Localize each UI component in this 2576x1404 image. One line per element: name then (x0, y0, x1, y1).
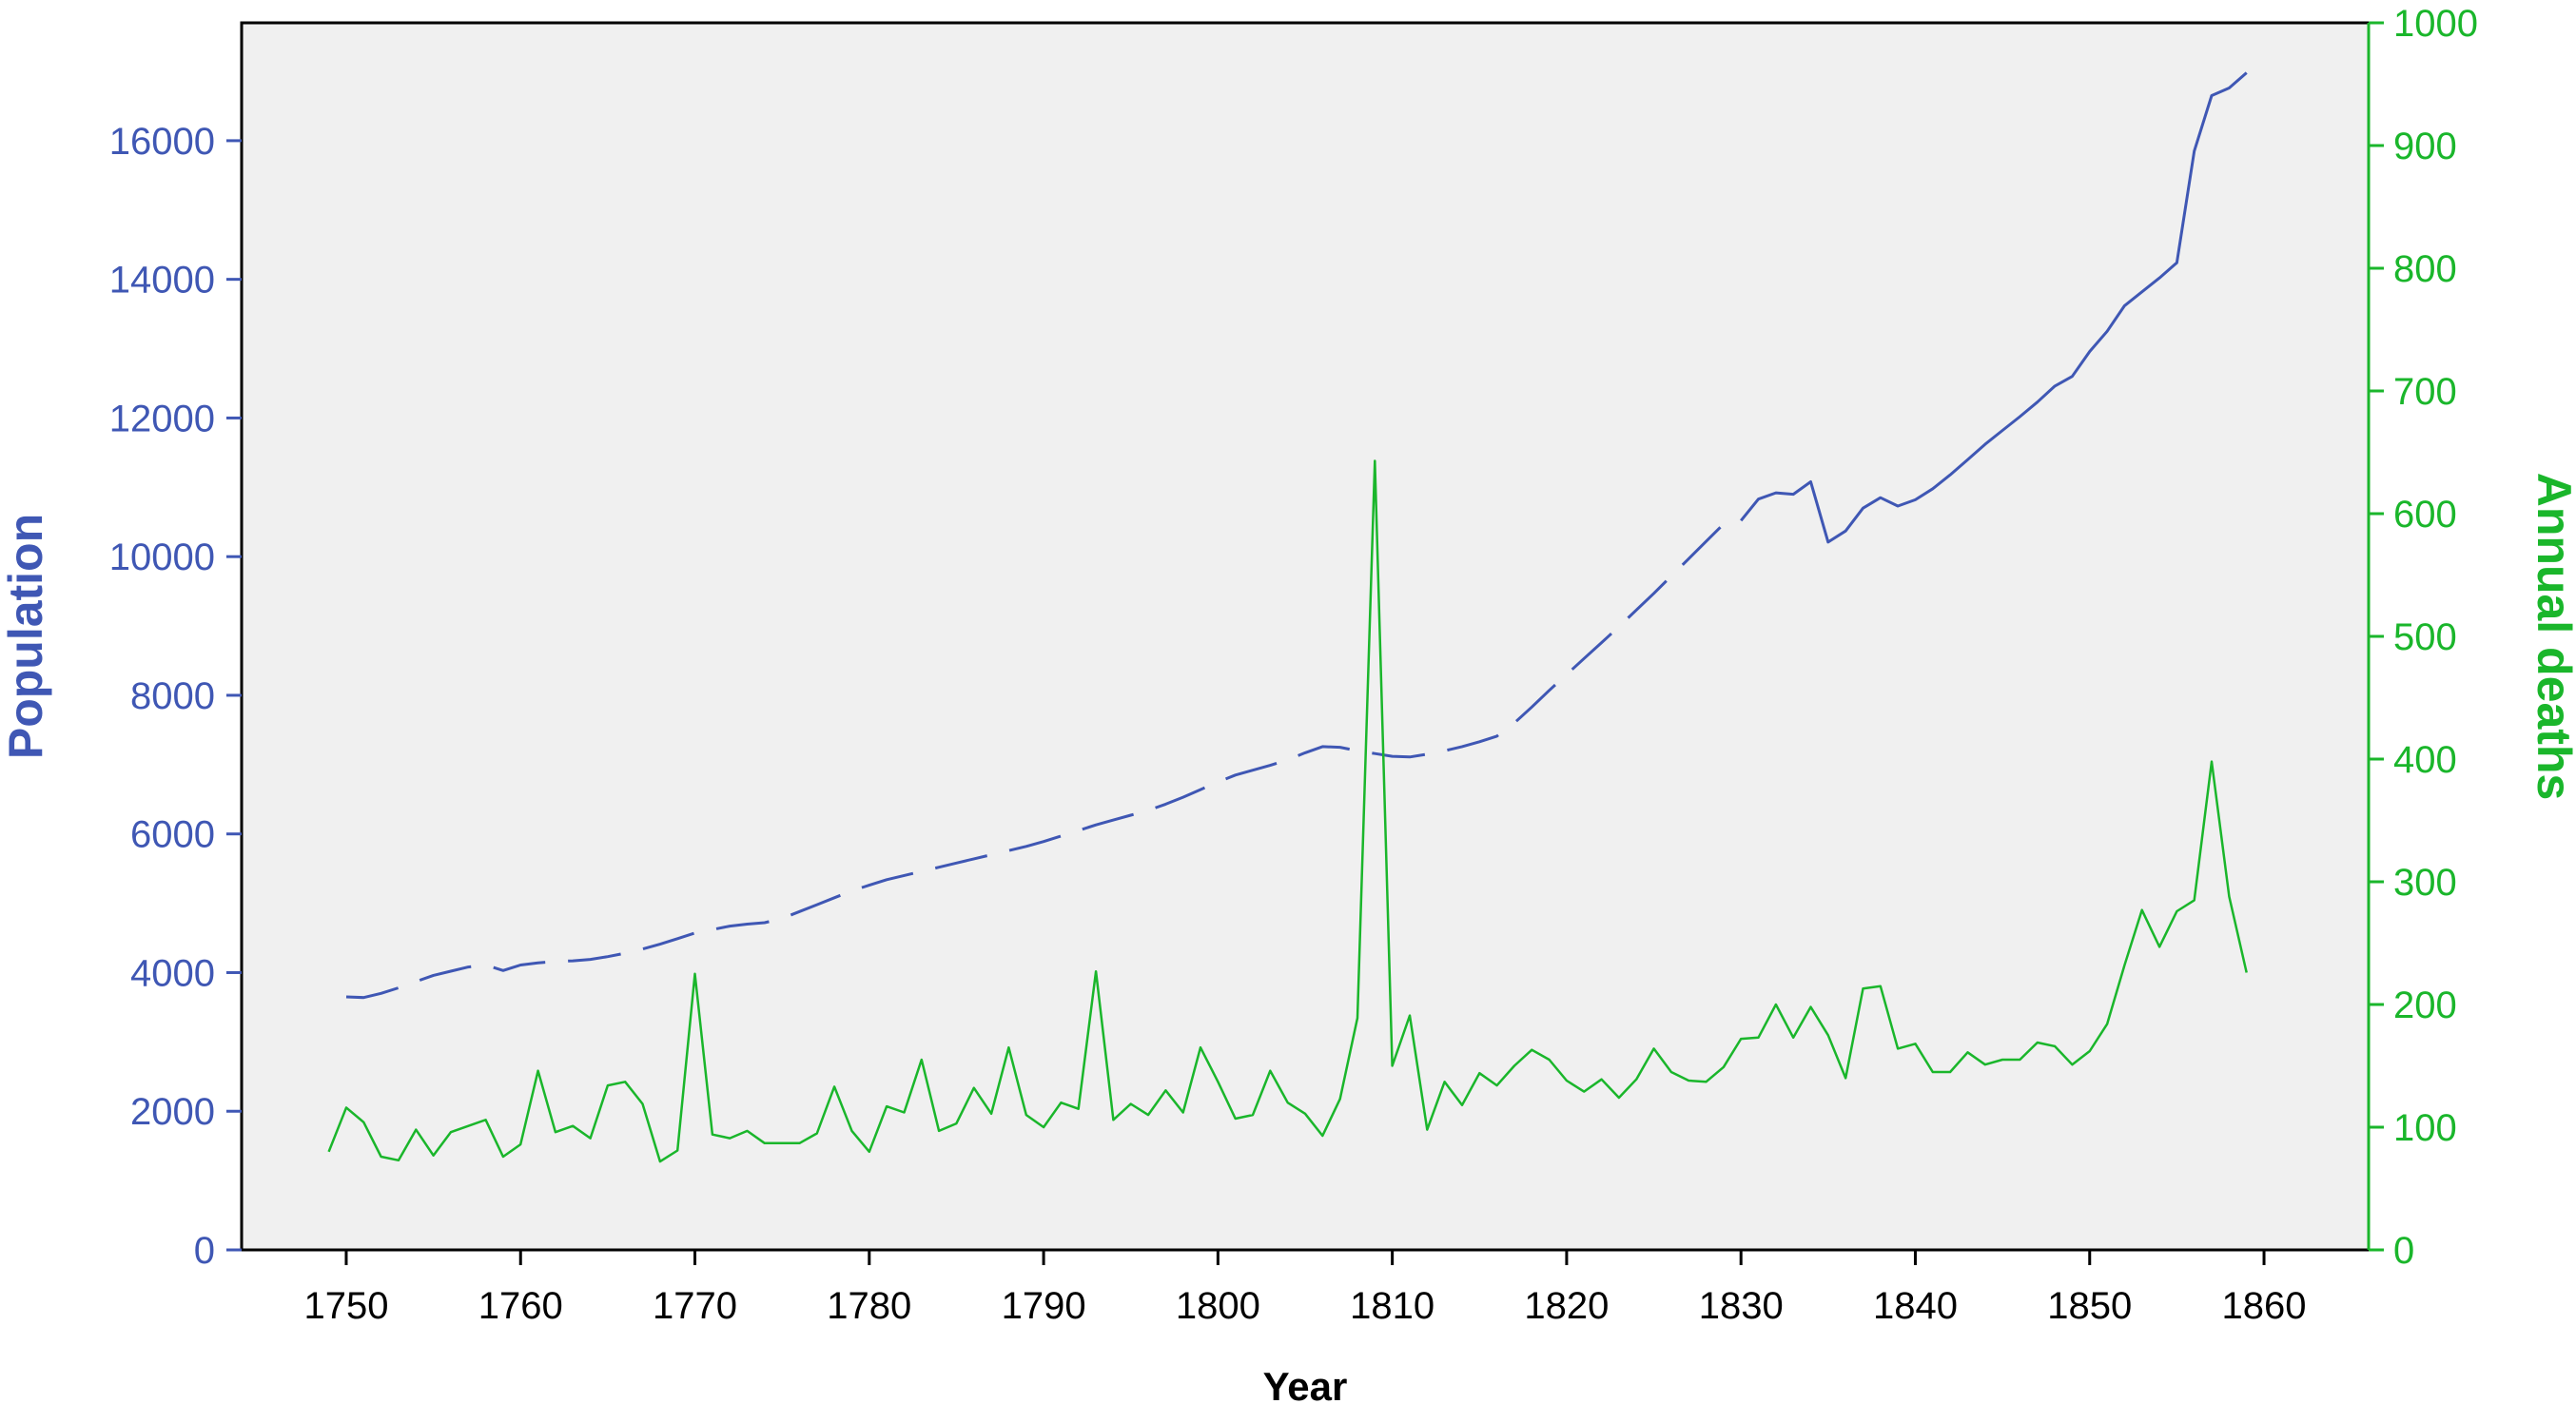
x-tick-label: 1790 (1002, 1285, 1086, 1327)
y-left-tick-label: 16000 (109, 121, 215, 163)
y-left-tick-label: 2000 (130, 1091, 215, 1133)
y-right-axis-title: Annual deaths (2527, 473, 2576, 800)
y-right-tick-label: 300 (2393, 862, 2457, 904)
x-axis: 1750 1760 1770 1780 1790 1800 1810 1820 1830 1840… (303, 1250, 2307, 1327)
y-right-tick-label: 800 (2393, 248, 2457, 290)
y-left-tick-label: 10000 (109, 536, 215, 578)
x-tick-label: 1750 (303, 1285, 388, 1327)
series-layer (327, 71, 2248, 1163)
right-axis: 0 100 200 300 400 500 600 700 800 900 1000 (2367, 3, 2478, 1272)
y-right-tick-label: 500 (2393, 616, 2457, 658)
y-left-tick-label: 0 (194, 1230, 215, 1272)
plot-area (240, 21, 2371, 1252)
y-left-tick-label: 14000 (109, 260, 215, 302)
y-left-tick-label: 12000 (109, 398, 215, 439)
x-tick-label: 1810 (1350, 1285, 1434, 1327)
x-tick-label: 1840 (1873, 1285, 1958, 1327)
x-tick-label: 1830 (1699, 1285, 1784, 1327)
x-tick-label: 1770 (653, 1285, 737, 1327)
y-left-tick-label: 8000 (130, 675, 215, 717)
x-tick-label: 1780 (827, 1285, 911, 1327)
left-axis: 0 2000 4000 6000 8000 10000 12000 14000 16000 (109, 121, 242, 1272)
y-right-tick-label: 600 (2393, 494, 2457, 536)
y-right-tick-label: 0 (2393, 1230, 2414, 1272)
population-line-recorded (1740, 71, 2248, 544)
y-right-tick-label: 100 (2393, 1107, 2457, 1149)
y-right-tick-label: 900 (2393, 126, 2457, 167)
y-right-tick-label: 200 (2393, 985, 2457, 1026)
annual-deaths-line (327, 459, 2248, 1163)
x-axis-title: Year (1263, 1364, 1348, 1404)
y-left-tick-label: 6000 (130, 814, 215, 856)
y-right-tick-label: 1000 (2393, 3, 2478, 45)
x-tick-label: 1860 (2222, 1285, 2307, 1327)
x-tick-label: 1850 (2047, 1285, 2132, 1327)
y-right-tick-label: 400 (2393, 739, 2457, 781)
y-left-tick-label: 4000 (130, 952, 215, 994)
y-right-tick-label: 700 (2393, 371, 2457, 413)
population-line-estimated (345, 518, 1742, 1000)
y-left-axis-title: Population (0, 514, 52, 759)
x-tick-label: 1820 (1524, 1285, 1609, 1327)
x-tick-label: 1800 (1176, 1285, 1260, 1327)
x-tick-label: 1760 (478, 1285, 563, 1327)
